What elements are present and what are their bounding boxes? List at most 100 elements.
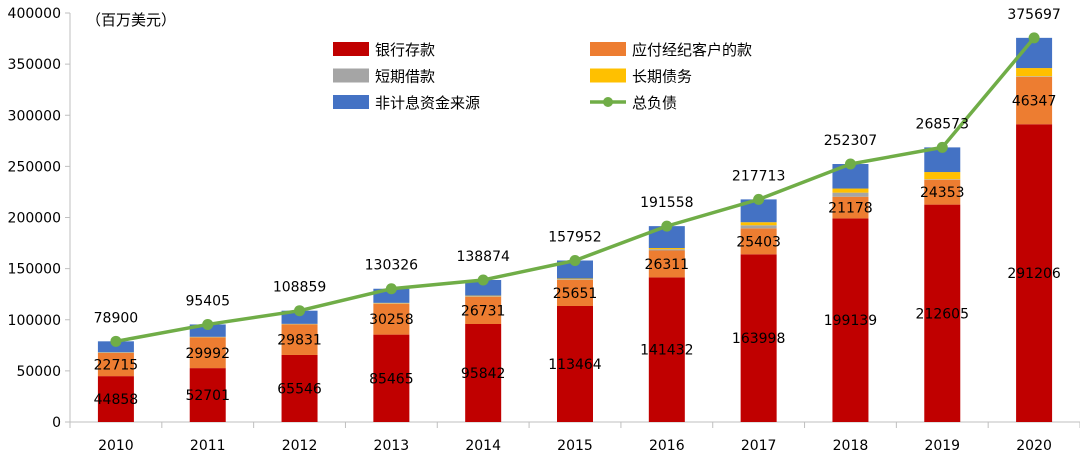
y-tick-label: 300000 bbox=[8, 108, 61, 124]
bar-data-label: 163998 bbox=[732, 331, 785, 347]
y-tick-label: 200000 bbox=[8, 211, 61, 227]
bar-data-label: 141432 bbox=[640, 343, 693, 359]
bar-segment bbox=[832, 188, 869, 193]
total-data-label: 95405 bbox=[185, 293, 230, 309]
bar-segment bbox=[648, 249, 685, 251]
bar-segment bbox=[924, 179, 961, 205]
bar-data-label: 29831 bbox=[277, 333, 322, 349]
y-tick-label: 0 bbox=[52, 415, 61, 431]
bar-segment bbox=[557, 305, 593, 422]
bar-segment bbox=[1016, 124, 1053, 422]
legend-label: 短期借款 bbox=[375, 68, 435, 86]
total-data-label: 138874 bbox=[456, 249, 510, 265]
legend-swatch bbox=[333, 95, 369, 109]
bar-segment bbox=[740, 222, 777, 226]
bars bbox=[97, 37, 1053, 422]
x-tick-label: 2017 bbox=[741, 438, 777, 454]
bar-data-label: 29992 bbox=[185, 346, 230, 362]
bar-segment bbox=[924, 179, 961, 180]
bar-data-label: 25403 bbox=[736, 234, 781, 250]
total-data-label: 78900 bbox=[94, 310, 139, 326]
data-labels: 44858 52701 65546 85465 95842 113464 141432 163… bbox=[94, 7, 1061, 408]
total-line-point bbox=[477, 274, 489, 286]
legend-swatch bbox=[333, 42, 369, 56]
total-data-label: 217713 bbox=[732, 168, 785, 184]
legend-label: 应付经纪客户的款 bbox=[632, 41, 752, 59]
unit-label: （百万美元） bbox=[86, 11, 176, 29]
bar-segment bbox=[373, 334, 410, 422]
bar-segment bbox=[832, 218, 869, 422]
bar-segment bbox=[648, 250, 685, 278]
y-tick-label: 150000 bbox=[8, 262, 61, 278]
total-line-point bbox=[110, 335, 122, 347]
bar-segment bbox=[465, 295, 502, 297]
bar-data-label: 113464 bbox=[548, 357, 602, 373]
total-data-label: 157952 bbox=[548, 229, 601, 245]
bar-segment bbox=[281, 324, 318, 355]
bar-segment bbox=[832, 196, 869, 219]
total-line-point bbox=[1028, 32, 1040, 44]
total-line-point bbox=[661, 220, 673, 232]
bar-segment bbox=[1016, 76, 1053, 125]
y-tick-label: 400000 bbox=[8, 6, 61, 22]
total-line bbox=[110, 32, 1040, 347]
bar-segment bbox=[557, 279, 593, 306]
total-line-point bbox=[936, 141, 948, 153]
bar-data-label: 199139 bbox=[824, 313, 877, 329]
bar-segment bbox=[740, 199, 777, 223]
bar-data-label: 95842 bbox=[461, 366, 506, 382]
bar-data-label: 21178 bbox=[828, 201, 873, 217]
total-data-label: 252307 bbox=[824, 133, 877, 149]
x-tick-label: 2010 bbox=[98, 438, 134, 454]
axes: 0 50000 100000 150000 200000 250000 300000 3500… bbox=[8, 6, 1080, 454]
x-tick-label: 2016 bbox=[649, 438, 685, 454]
bar-segment bbox=[740, 254, 777, 422]
bar-data-label: 291206 bbox=[1007, 266, 1061, 282]
y-tick-label: 250000 bbox=[8, 159, 61, 175]
x-tick-label: 2020 bbox=[1016, 438, 1052, 454]
bar-segment bbox=[924, 204, 961, 422]
bar-data-label: 65546 bbox=[277, 381, 322, 397]
bar-segment bbox=[740, 228, 777, 255]
bar-data-label: 26731 bbox=[461, 303, 506, 319]
bar-segment bbox=[648, 277, 685, 422]
bar-segment bbox=[465, 296, 502, 297]
bar-segment bbox=[557, 260, 593, 279]
legend-label: 银行存款 bbox=[375, 41, 435, 59]
x-tick-label: 2013 bbox=[374, 438, 410, 454]
bar-segment bbox=[1016, 68, 1053, 77]
x-tick-label: 2019 bbox=[924, 438, 960, 454]
legend-marker bbox=[603, 97, 613, 107]
bar-data-label: 46347 bbox=[1012, 94, 1057, 110]
bar-segment bbox=[189, 337, 226, 369]
bar-segment bbox=[373, 303, 410, 335]
total-line-point bbox=[569, 254, 581, 266]
x-tick-label: 2011 bbox=[190, 438, 226, 454]
bar-segment bbox=[189, 368, 226, 422]
bar-segment bbox=[465, 280, 502, 296]
bar-data-label: 25651 bbox=[553, 286, 598, 302]
total-line-point bbox=[385, 283, 397, 295]
bar-data-label: 24353 bbox=[920, 185, 965, 201]
bar-segment bbox=[1016, 76, 1053, 77]
total-line-point bbox=[753, 193, 765, 205]
bar-segment bbox=[281, 310, 318, 324]
total-line-point bbox=[294, 305, 306, 317]
bar-segment bbox=[648, 226, 685, 249]
total-data-label: 191558 bbox=[640, 195, 693, 211]
bar-data-label: 85465 bbox=[369, 371, 414, 387]
bar-data-label: 26311 bbox=[645, 257, 690, 273]
bar-segment bbox=[557, 278, 593, 280]
total-data-label: 268573 bbox=[916, 116, 969, 132]
bar-segment bbox=[97, 376, 134, 422]
bar-segment bbox=[648, 248, 685, 250]
bar-data-label: 212605 bbox=[916, 306, 969, 322]
bar-segment bbox=[740, 225, 777, 229]
y-tick-label: 50000 bbox=[16, 364, 61, 380]
legend-label: 总负债 bbox=[632, 94, 677, 112]
bar-data-label: 52701 bbox=[185, 388, 230, 404]
total-data-label: 130326 bbox=[365, 258, 419, 274]
bar-segment bbox=[97, 352, 134, 377]
